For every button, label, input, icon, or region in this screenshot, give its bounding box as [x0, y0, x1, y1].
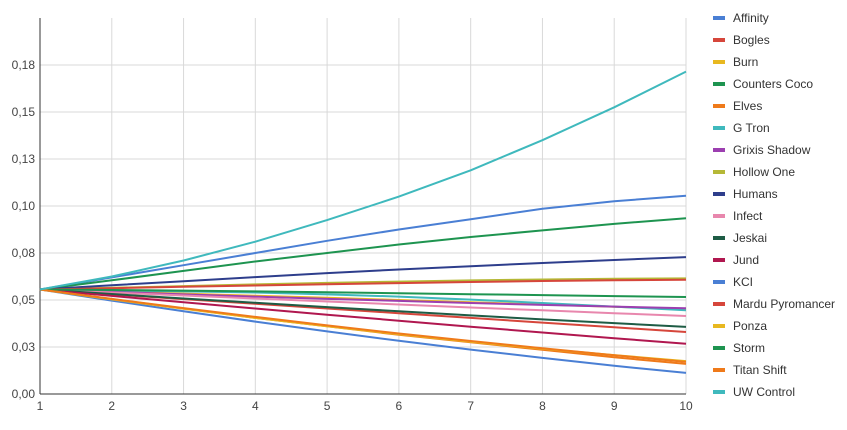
x-tick-label: 6 — [396, 399, 403, 413]
legend-swatch-kci — [713, 280, 725, 284]
legend-swatch-affinity — [713, 16, 725, 20]
legend-label-bogles: Bogles — [733, 33, 770, 47]
legend-swatch-jeskai — [713, 236, 725, 240]
series-line-infect — [39, 288, 687, 317]
legend-swatch-jund — [713, 258, 725, 262]
x-tick-label: 3 — [180, 399, 187, 413]
series-line-counters-coco — [39, 217, 687, 291]
legend-label-infect: Infect — [733, 209, 763, 223]
legend-label-ponza: Ponza — [733, 319, 767, 333]
x-tick-label: 7 — [467, 399, 474, 413]
legend-swatch-humans — [713, 192, 725, 196]
series-line-jeskai — [39, 288, 687, 328]
legend-swatch-storm — [713, 346, 725, 350]
y-tick-label: 0,15 — [12, 105, 36, 119]
legend-swatch-counters-coco — [713, 82, 725, 86]
x-tick-label: 4 — [252, 399, 259, 413]
legend-label-burn: Burn — [733, 55, 758, 69]
legend-swatch-uw-control — [713, 390, 725, 394]
y-tick-label: 0,18 — [12, 58, 36, 72]
legend-swatch-burn — [713, 60, 725, 64]
series-line-storm — [39, 288, 687, 298]
y-tick-label: 0,03 — [12, 340, 36, 354]
legend-swatch-infect — [713, 214, 725, 218]
y-axis: 0,00 0,03 0,05 0,08 0,10 0,13 0,15 0,18 — [12, 18, 41, 401]
legend-swatch-mardu-pyromancer — [713, 302, 725, 306]
grid-lines — [40, 18, 687, 394]
legend: Affinity Bogles Burn Counters Coco Elves G Tr… — [713, 11, 835, 399]
y-tick-label: 0,00 — [12, 387, 36, 401]
legend-label-jeskai: Jeskai — [733, 231, 767, 245]
legend-label-storm: Storm — [733, 341, 765, 355]
x-tick-label: 8 — [539, 399, 546, 413]
series-line-kci — [39, 288, 687, 374]
y-tick-label: 0,10 — [12, 199, 36, 213]
series-line-affinity — [39, 194, 687, 291]
y-tick-label: 0,08 — [12, 246, 36, 260]
series-line-humans — [39, 256, 687, 291]
legend-swatch-ponza — [713, 324, 725, 328]
legend-label-titan-shift: Titan Shift — [733, 363, 787, 377]
y-tick-label: 0,13 — [12, 152, 36, 166]
series-lines — [39, 70, 687, 374]
legend-label-uw-control: UW Control — [733, 385, 795, 399]
legend-label-jund: Jund — [733, 253, 759, 267]
legend-label-kci: KCI — [733, 275, 753, 289]
legend-label-counters-coco: Counters Coco — [733, 77, 813, 91]
legend-swatch-grixis-shadow — [713, 148, 725, 152]
legend-swatch-hollow-one — [713, 170, 725, 174]
legend-swatch-elves — [713, 104, 725, 108]
y-tick-label: 0,05 — [12, 293, 36, 307]
x-tick-label: 9 — [611, 399, 618, 413]
legend-swatch-titan-shift — [713, 368, 725, 372]
legend-label-mardu-pyromancer: Mardu Pyromancer — [733, 297, 835, 311]
series-line-jund — [39, 288, 687, 345]
legend-label-g-tron: G Tron — [733, 121, 770, 135]
legend-label-grixis-shadow: Grixis Shadow — [733, 143, 811, 157]
series-line-uw-control — [39, 70, 687, 291]
legend-label-hollow-one: Hollow One — [733, 165, 795, 179]
x-tick-label: 5 — [324, 399, 331, 413]
legend-swatch-g-tron — [713, 126, 725, 130]
legend-swatch-bogles — [713, 38, 725, 42]
series-line-titan-shift — [39, 288, 687, 363]
legend-label-elves: Elves — [733, 99, 762, 113]
legend-label-humans: Humans — [733, 187, 778, 201]
x-tick-label: 2 — [108, 399, 115, 413]
series-line-mardu-pyromancer — [39, 278, 687, 291]
legend-label-affinity: Affinity — [733, 11, 769, 25]
x-tick-label: 10 — [679, 399, 693, 413]
x-tick-label: 1 — [37, 399, 44, 413]
x-axis: 1 2 3 4 5 6 7 8 9 10 — [37, 393, 693, 413]
